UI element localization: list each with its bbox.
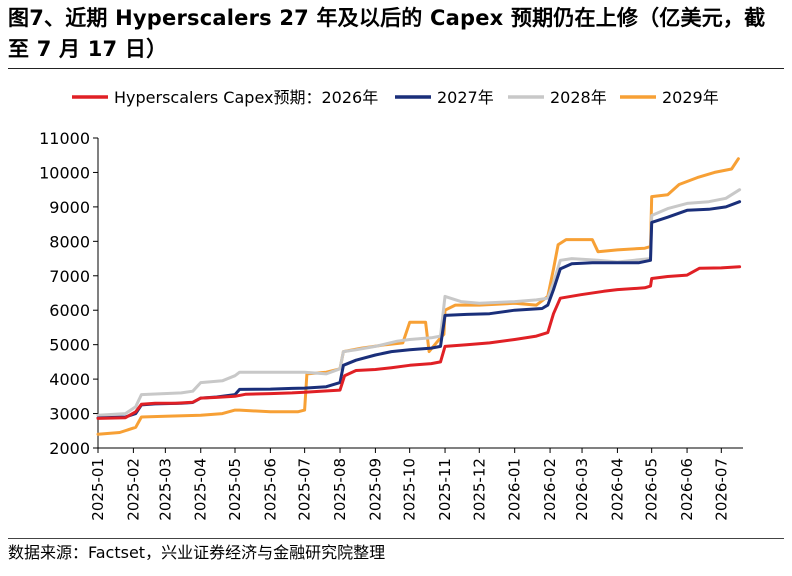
- y-tick-label: 7000: [49, 267, 90, 286]
- legend-item-3: 2029年: [620, 88, 719, 107]
- legend-label: Hyperscalers Capex预期：2026年: [114, 88, 378, 107]
- legend-item-2: 2028年: [508, 88, 607, 107]
- x-tick-label: 2026-05: [643, 458, 661, 521]
- y-tick-label: 8000: [49, 232, 90, 251]
- series-line-1: [96, 200, 742, 420]
- series-line-2: [96, 188, 742, 417]
- x-tick-label: 2025-01: [89, 458, 107, 521]
- series-line-0: [96, 265, 742, 420]
- chart-title: 图7、近期 Hyperscalers 27 年及以后的 Capex 预期仍在上修…: [8, 6, 766, 61]
- x-tick-label: 2025-04: [192, 458, 210, 521]
- series-line-3: [96, 157, 740, 436]
- legend-item-0: Hyperscalers Capex预期：2026年: [72, 88, 378, 107]
- legend-item-1: 2027年: [395, 88, 494, 107]
- y-axis: 2000 3000 4000 5000 6000 7000 8000 9000 10000 110…: [39, 129, 99, 458]
- x-tick-label: 2025-07: [296, 458, 314, 521]
- x-tick-label: 2026-07: [712, 458, 730, 521]
- y-tick-label: 5000: [49, 336, 90, 355]
- line-chart: Hyperscalers Capex预期：2026年 2027年 2028年 2029…: [39, 88, 743, 521]
- y-tick-label: 6000: [49, 301, 90, 320]
- legend-label: 2029年: [662, 88, 719, 107]
- x-axis: 2025-01 2025-02 2025-03 2025-04 2025-05 2025-…: [89, 447, 743, 521]
- y-tick-label: 9000: [49, 198, 90, 217]
- y-tick-label: 4000: [49, 370, 90, 389]
- x-tick-label: 2025-08: [331, 458, 349, 521]
- x-tick-label: 2026-02: [541, 458, 559, 521]
- x-tick-label: 2025-06: [261, 458, 279, 521]
- x-tick-label: 2026-03: [573, 458, 591, 521]
- chart-legend: Hyperscalers Capex预期：2026年 2027年 2028年 2029…: [72, 88, 719, 107]
- x-tick-label: 2026-01: [506, 458, 524, 521]
- x-tick-label: 2025-10: [401, 458, 419, 521]
- source-note: 数据来源：Factset，兴业证券经济与金融研究院整理: [8, 543, 386, 562]
- x-tick-label: 2026-06: [678, 458, 696, 521]
- footer-divider: [8, 538, 784, 539]
- title-divider: [8, 68, 784, 69]
- x-tick-label: 2026-04: [608, 458, 626, 521]
- x-tick-label: 2025-02: [124, 458, 142, 521]
- y-tick-label: 11000: [39, 129, 90, 148]
- y-tick-label: 2000: [49, 439, 90, 458]
- x-tick-label: 2025-09: [366, 458, 384, 521]
- x-tick-label: 2025-03: [156, 458, 174, 521]
- y-tick-label: 3000: [49, 405, 90, 424]
- x-tick-label: 2025-11: [436, 458, 454, 521]
- legend-label: 2028年: [550, 88, 607, 107]
- x-tick-label: 2025-05: [226, 458, 244, 521]
- x-tick-label: 2025-12: [470, 458, 488, 521]
- series-layer: [96, 157, 742, 436]
- y-tick-label: 10000: [39, 163, 90, 182]
- legend-label: 2027年: [437, 88, 494, 107]
